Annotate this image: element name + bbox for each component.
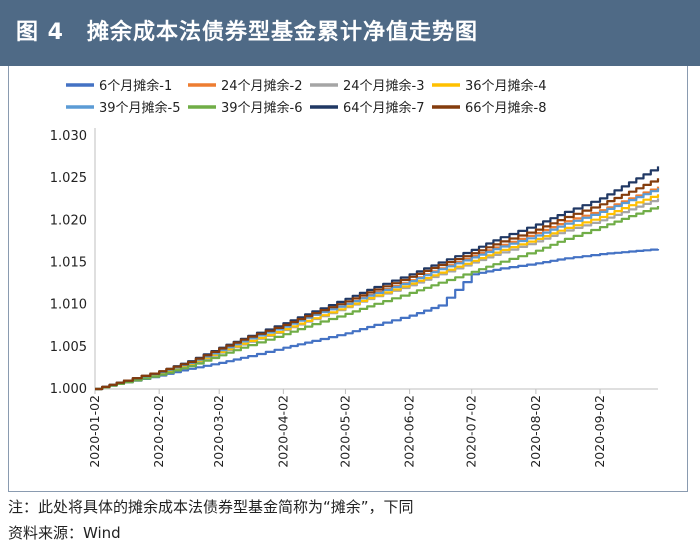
- chart-frame: [8, 66, 688, 492]
- title-bar: 图 4 摊余成本法债券型基金累计净值走势图: [0, 0, 700, 66]
- series-line: [95, 166, 660, 391]
- x-tick-label: 2020-08-02: [528, 395, 543, 468]
- y-tick-label: 1.010: [50, 298, 87, 313]
- y-tick-label: 1.000: [50, 382, 87, 397]
- legend-label: 6个月摊余-1: [99, 78, 172, 94]
- x-tick-label: 2020-09-02: [592, 395, 607, 468]
- y-tick-label: 1.005: [50, 340, 87, 355]
- y-tick-label: 1.015: [50, 256, 87, 271]
- legend-label: 64个月摊余-7: [343, 100, 425, 116]
- x-tick-label: 2020-02-02: [151, 395, 166, 468]
- legend-label: 66个月摊余-8: [465, 100, 547, 116]
- x-tick-label: 2020-06-02: [402, 395, 417, 468]
- y-tick-label: 1.030: [50, 129, 87, 144]
- y-tick-label: 1.025: [50, 171, 87, 186]
- legend-label: 24个月摊余-2: [221, 78, 303, 94]
- series-line: [95, 206, 660, 391]
- legend-label: 24个月摊余-3: [343, 78, 425, 94]
- x-tick-label: 2020-04-02: [275, 395, 290, 468]
- legend-label: 39个月摊余-5: [99, 100, 181, 116]
- legend-label: 36个月摊余-4: [465, 78, 547, 94]
- y-tick-label: 1.020: [50, 213, 87, 228]
- source-note: 资料来源：Wind: [8, 524, 121, 542]
- legend-label: 39个月摊余-6: [221, 100, 303, 116]
- nav-line-chart: 6个月摊余-1 24个月摊余-2 24个月摊余-3 36个月摊余-4 39个月摊余-5 3…: [50, 78, 660, 468]
- series-line: [95, 178, 660, 391]
- figure-title: 图 4 摊余成本法债券型基金累计净值走势图: [16, 20, 478, 45]
- footnote: 注：此处将具体的摊余成本法债券型基金简称为“摊余”，下同: [8, 498, 414, 516]
- x-tick-label: 2020-05-02: [337, 395, 352, 468]
- x-tick-label: 2020-03-02: [211, 395, 226, 468]
- x-tick-label: 2020-01-02: [87, 395, 102, 468]
- x-tick-label: 2020-07-02: [464, 395, 479, 468]
